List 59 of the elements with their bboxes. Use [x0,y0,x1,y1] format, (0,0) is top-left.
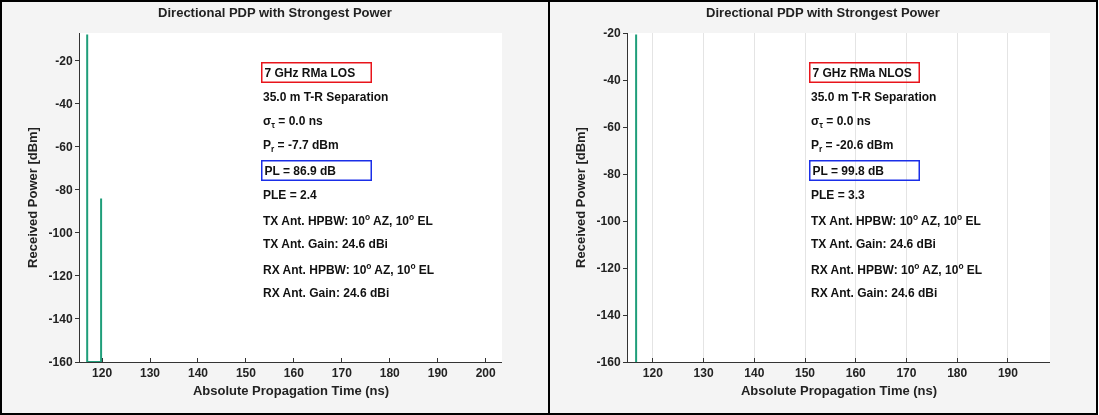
annotation: P$_{r}$ = -20.6 dBm [811,138,894,154]
annotation: PL = 86.9 dB [264,163,337,178]
annotation: RX Ant. Gain: 24.6 dBi [811,286,938,300]
x-tick-label: 140 [187,366,209,381]
annotation: σ$_{τ}$ = 0.0 ns [811,114,871,130]
y-tick-label: -140 [596,308,621,323]
annotation: P$_{r}$ = -7.7 dBm [263,138,339,154]
x-tick-label: 160 [283,366,305,381]
x-axis-title: Absolute Propagation Time (ns) [740,383,938,398]
x-tick-label: 170 [896,366,917,381]
x-tick-label: 130 [139,366,161,381]
x-tick-label: 190 [427,366,449,381]
x-tick-label: 120 [92,366,113,381]
annotation: TX Ant. Gain: 24.6 dBi [263,237,388,251]
annotation: TX Ant. HPBW: 10$^{o}$ AZ, 10$^{o}$ EL [811,212,981,229]
annotation: 7 GHz RMa NLOS [812,65,912,80]
chart-title: Directional PDP with Strongest Power [706,5,940,21]
x-tick-label: 150 [795,366,816,381]
x-tick-label: 180 [379,366,401,381]
y-tick-label: -60 [55,140,73,155]
y-tick-label: -160 [596,355,621,370]
x-tick-label: 180 [947,366,968,381]
y-tick-label: -20 [603,26,621,41]
y-tick-label: -40 [55,97,73,112]
annotation: 35.0 m T-R Separation [263,90,389,104]
y-tick-label: -80 [55,183,73,198]
y-tick-label: -140 [48,312,73,327]
annotation: RX Ant. Gain: 24.6 dBi [263,286,390,300]
annotation: 7 GHz RMa LOS [264,65,356,80]
annotation: TX Ant. HPBW: 10$^{o}$ AZ, 10$^{o}$ EL [263,212,433,229]
y-tick-label: -100 [48,226,73,241]
annotation: PLE = 2.4 [263,188,318,202]
y-tick-label: -160 [48,355,73,370]
x-tick-label: 130 [693,366,714,381]
y-axis-title: Received Power [dBm] [572,127,588,268]
y-tick-label: -100 [596,214,621,229]
annotation: PL = 99.8 dB [812,163,885,178]
x-tick-label: 120 [642,366,664,381]
annotation: PLE = 3.3 [811,188,866,202]
chart-title: Directional PDP with Strongest Power [158,5,392,21]
x-tick-label: 200 [475,366,497,381]
y-axis-title: Received Power [dBm] [24,127,40,268]
y-tick-label: -80 [603,167,621,182]
y-tick-label: -40 [603,73,621,88]
y-tick-label: -120 [48,269,73,284]
x-tick-label: 150 [235,366,257,381]
annotation: RX Ant. HPBW: 10$^{o}$ AZ, 10$^{o}$ EL [811,261,983,278]
annotation: σ$_{τ}$ = 0.0 ns [263,114,323,130]
annotation: 35.0 m T-R Separation [811,90,937,104]
x-axis-title: Absolute Propagation Time (ns) [192,383,390,398]
annotation: RX Ant. HPBW: 10$^{o}$ AZ, 10$^{o}$ EL [263,261,435,278]
annotation: TX Ant. Gain: 24.6 dBi [811,237,936,251]
x-tick-label: 160 [845,366,867,381]
y-tick-label: -120 [596,261,621,276]
x-tick-label: 190 [997,366,1019,381]
x-tick-label: 170 [331,366,353,381]
x-tick-label: 140 [744,366,765,381]
y-tick-label: -60 [603,120,621,135]
y-tick-label: -20 [55,54,73,69]
